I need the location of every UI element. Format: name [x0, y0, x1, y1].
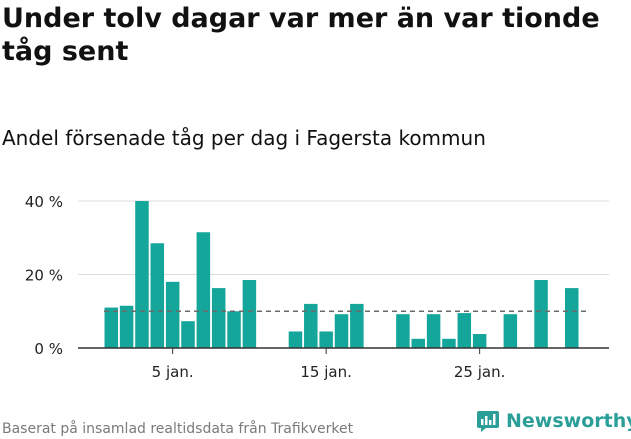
bar	[196, 232, 211, 348]
bar	[227, 311, 241, 348]
bar	[242, 280, 257, 348]
bar	[334, 314, 349, 348]
bar	[211, 288, 226, 348]
bar	[426, 314, 441, 348]
newsworthy-logo-icon	[477, 411, 499, 432]
x-tick-label: 25 jan.	[454, 363, 506, 381]
bar	[288, 331, 303, 348]
bar	[565, 288, 579, 348]
bar	[119, 305, 134, 348]
chart-subtitle: Andel försenade tåg per dag i Fagersta k…	[2, 126, 486, 150]
x-tick-label: 5 jan.	[152, 363, 194, 381]
x-tick-label: 15 jan.	[300, 363, 352, 381]
y-tick-label: 20 %	[25, 267, 63, 285]
bar	[135, 201, 149, 348]
bar	[411, 338, 425, 348]
bar	[319, 331, 333, 348]
bar	[150, 243, 165, 348]
bar	[457, 313, 472, 348]
bar	[503, 314, 518, 348]
y-tick-label: 0 %	[34, 340, 63, 358]
bar	[350, 303, 364, 348]
bar	[442, 338, 456, 348]
source-note: Baserat på insamlad realtidsdata från Tr…	[2, 421, 354, 437]
chart-title: Under tolv dagar var mer än var tionde t…	[2, 3, 600, 67]
bar	[104, 307, 118, 348]
brand-name: Newsworthy	[506, 410, 631, 432]
bar	[181, 321, 195, 348]
brand-logo: Newsworthy	[476, 409, 631, 433]
bar	[396, 314, 410, 348]
bar	[165, 281, 180, 348]
bar-chart: 0 % 20 % 40 % 5 jan. 15 jan. 25 jan.	[25, 193, 609, 381]
y-tick-label: 40 %	[25, 193, 63, 211]
bar	[304, 303, 318, 348]
bar	[534, 280, 548, 348]
bar	[472, 334, 487, 348]
